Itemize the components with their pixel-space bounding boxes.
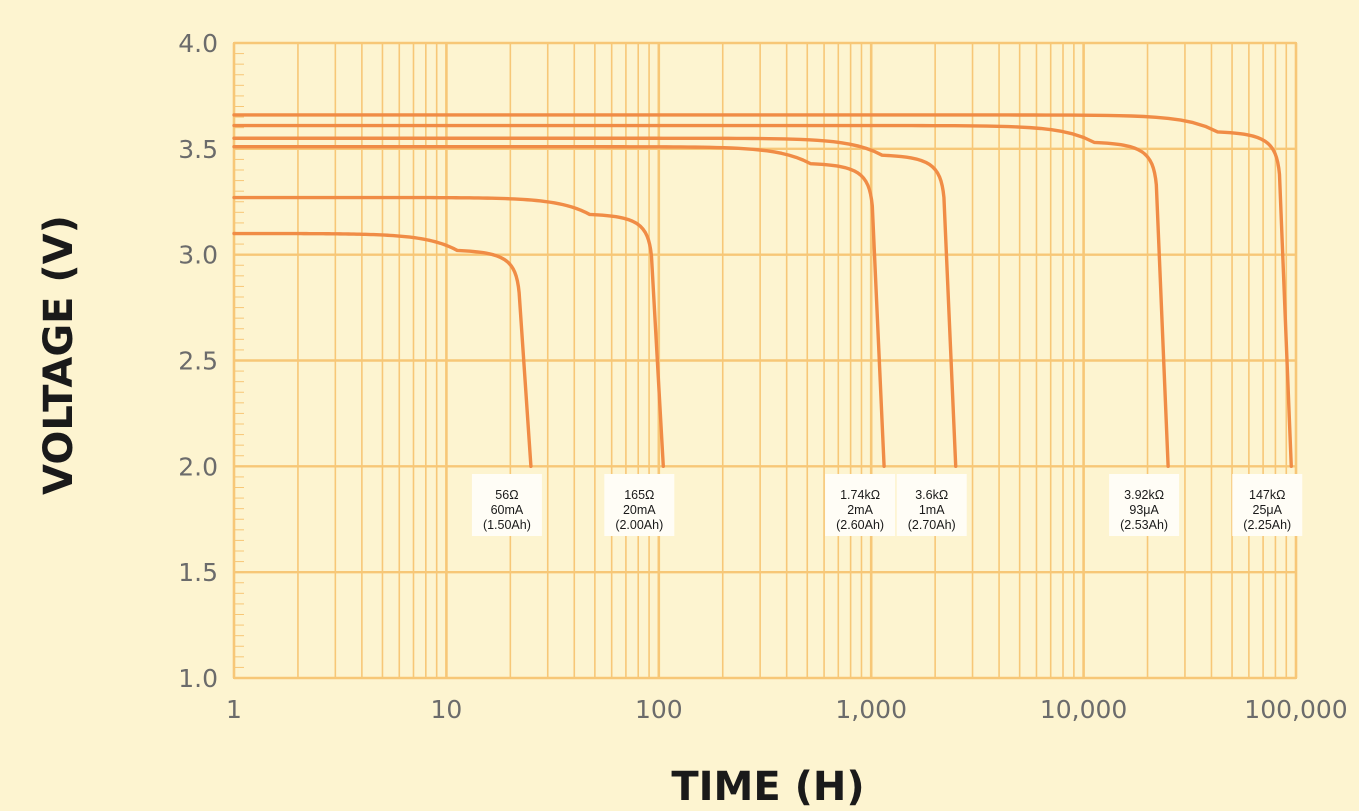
y-tick-label: 3.5 <box>178 135 218 164</box>
series-label: 3.92kΩ <box>1124 488 1164 502</box>
y-tick-label: 4.0 <box>178 29 218 58</box>
series-label: 1.74kΩ <box>840 488 880 502</box>
x-tick-label: 100,000 <box>1244 695 1347 724</box>
x-tick-label: 1,000 <box>835 695 907 724</box>
series-label: 165Ω <box>624 488 654 502</box>
series-line <box>232 145 886 469</box>
series-label: (2.70Ah) <box>908 518 956 532</box>
series-label-box <box>1109 474 1180 536</box>
series-line <box>232 113 1293 469</box>
series-line <box>232 195 666 469</box>
y-tick-label: 2.5 <box>178 347 218 376</box>
series-label-box <box>604 474 675 536</box>
series-label: (2.60Ah) <box>836 518 884 532</box>
series-line <box>232 231 533 469</box>
y-tick-label: 2.0 <box>178 452 218 481</box>
series-label: (2.53Ah) <box>1120 518 1168 532</box>
tick-labels: 1 10 100 1,000 10,000 100,000 1.0 1.5 2.0 2.5 3.0 3… <box>178 29 1347 724</box>
x-axis-title: TIME (H) <box>671 764 864 810</box>
series-label-box <box>471 474 542 536</box>
y-tick-label: 1.5 <box>178 558 218 587</box>
series-lines <box>232 113 1293 469</box>
series-label: 3.6kΩ <box>915 488 948 502</box>
y-tick-label: 1.0 <box>178 664 218 693</box>
series-line <box>232 136 958 469</box>
series-label: 2mA <box>847 503 873 517</box>
series-label: (2.25Ah) <box>1243 518 1291 532</box>
series-line <box>232 123 1170 469</box>
y-axis-title: VOLTAGE (V) <box>36 215 82 495</box>
series-label-box <box>1232 474 1303 536</box>
series-label: 20mA <box>623 503 656 517</box>
series-label: 56Ω <box>495 488 518 502</box>
x-tick-label: 100 <box>635 695 683 724</box>
series-label-box <box>896 474 967 536</box>
y-tick-label: 3.0 <box>178 241 218 270</box>
series-label: 1mA <box>919 503 945 517</box>
x-tick-label: 10,000 <box>1040 695 1127 724</box>
series-label: (1.50Ah) <box>483 518 531 532</box>
series-label: 25μA <box>1253 503 1283 517</box>
series-label: 93μA <box>1129 503 1159 517</box>
series-label: 60mA <box>491 503 524 517</box>
series-label: (2.00Ah) <box>615 518 663 532</box>
x-tick-label: 10 <box>430 695 462 724</box>
series-label-box <box>825 474 896 536</box>
x-tick-label: 1 <box>226 695 242 724</box>
series-label: 147kΩ <box>1249 488 1285 502</box>
